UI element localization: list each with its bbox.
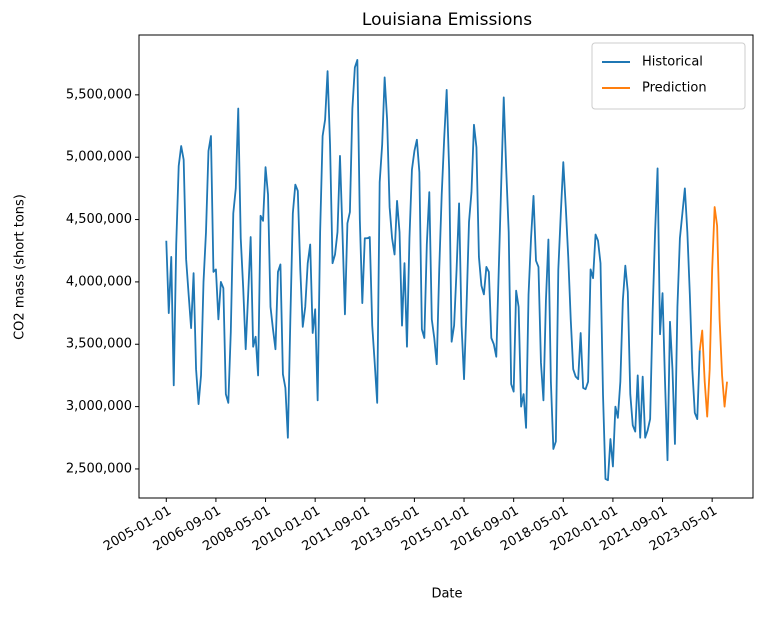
series-line bbox=[165, 59, 701, 482]
y-tick-label: 3,500,000 bbox=[66, 337, 132, 352]
legend-label: Prediction bbox=[642, 81, 707, 96]
y-tick-label: 4,500,000 bbox=[66, 212, 132, 227]
series-line bbox=[698, 206, 728, 418]
y-tick-label: 5,500,000 bbox=[66, 87, 132, 102]
plot-frame bbox=[138, 34, 754, 499]
legend-box bbox=[591, 42, 746, 110]
y-axis-label: CO2 mass (short tons) bbox=[13, 194, 28, 340]
y-tick-label: 2,500,000 bbox=[66, 461, 132, 476]
legend-label: Historical bbox=[642, 55, 703, 70]
y-tick-label: 4,000,000 bbox=[66, 274, 132, 289]
chart-title: Louisiana Emissions bbox=[362, 10, 532, 30]
y-tick-label: 5,000,000 bbox=[66, 150, 132, 165]
x-axis-label: Date bbox=[431, 587, 462, 602]
y-tick-label: 3,000,000 bbox=[66, 399, 132, 414]
